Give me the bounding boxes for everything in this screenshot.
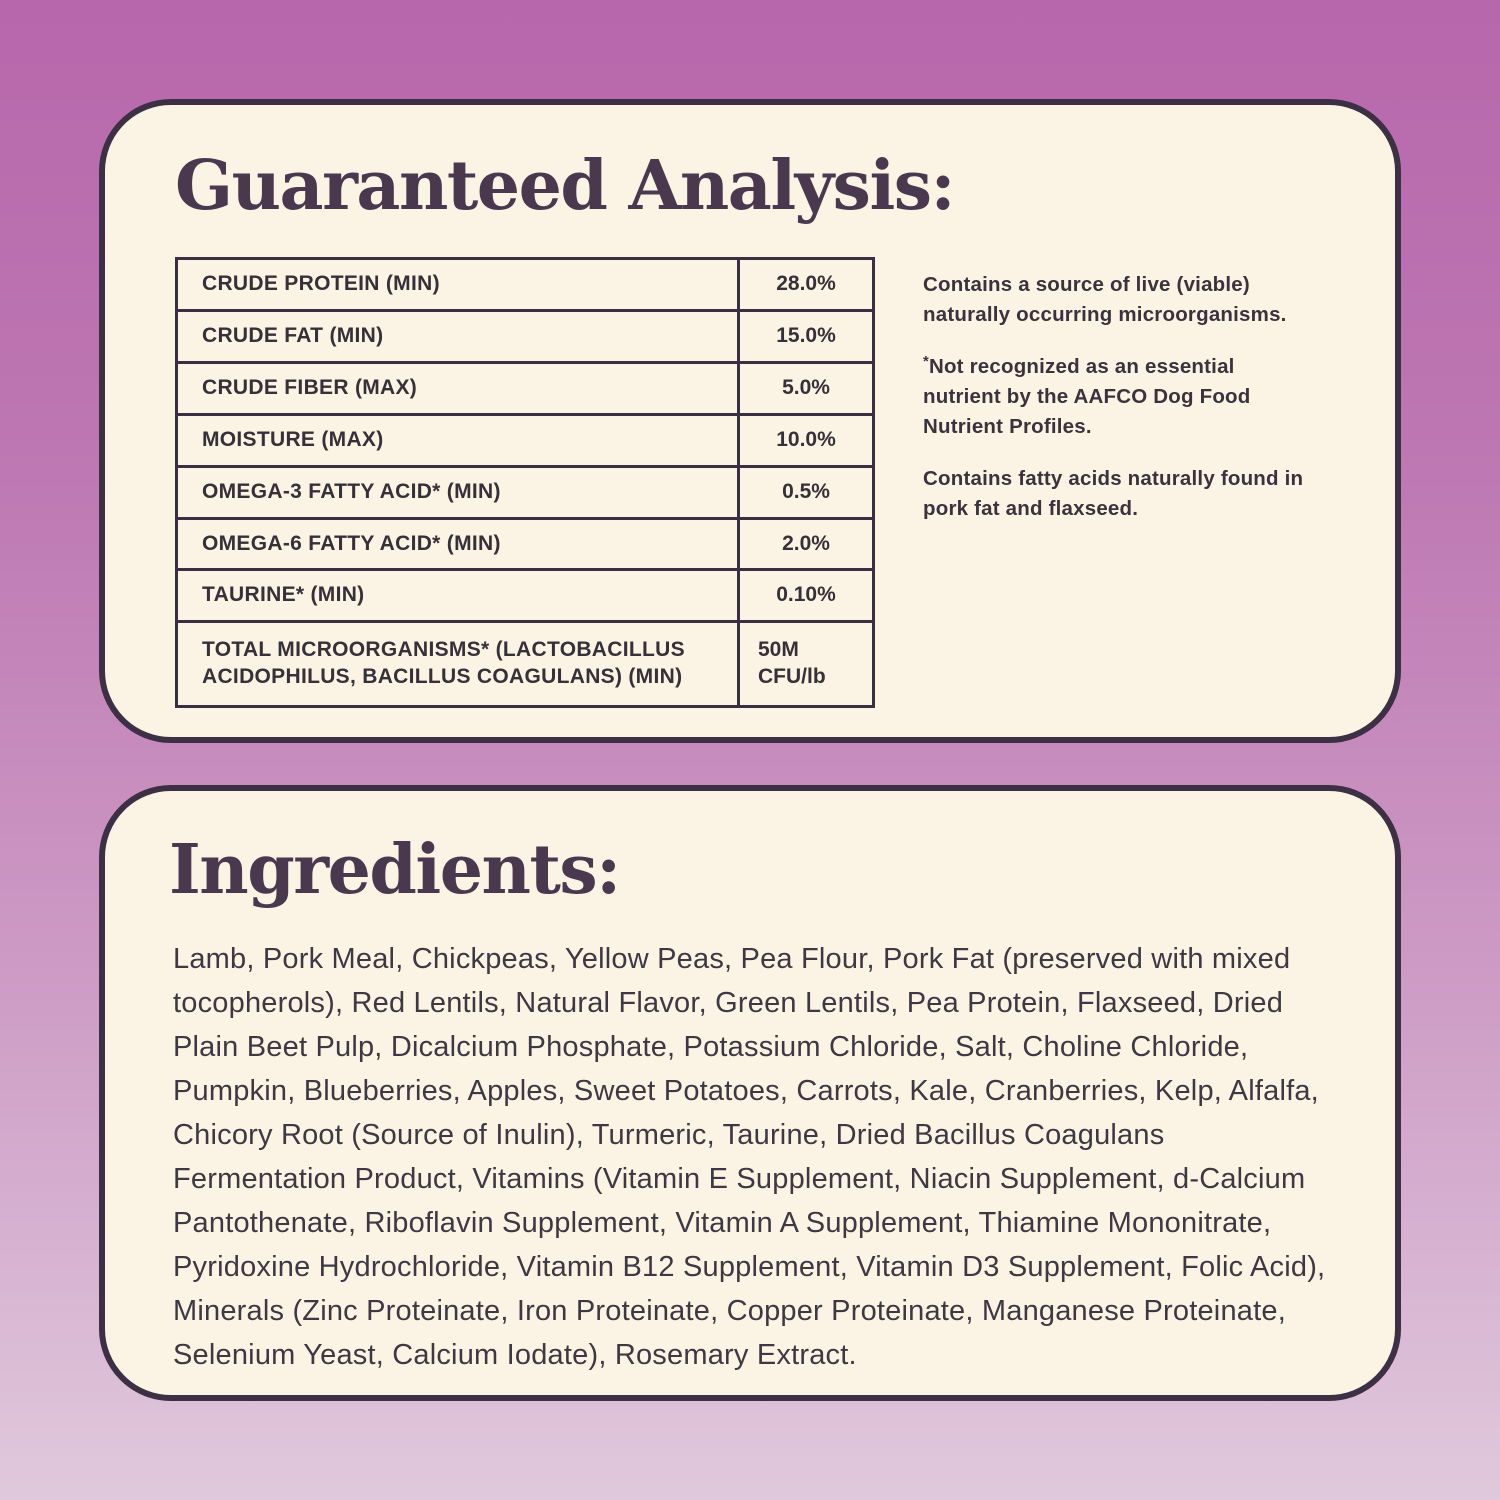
analysis-row-label: MOISTURE (MAX)	[175, 412, 740, 468]
note-text: Not recognized as an essential nutrient …	[923, 355, 1251, 439]
analysis-row-label: OMEGA-3 FATTY ACID* (MIN)	[175, 464, 740, 520]
table-row: TOTAL MICROORGANISMS* (LACTOBACILLUS ACI…	[175, 620, 875, 709]
table-row: CRUDE PROTEIN (MIN) 28.0%	[175, 257, 875, 313]
guaranteed-analysis-table: CRUDE PROTEIN (MIN) 28.0% CRUDE FAT (MIN…	[175, 257, 875, 709]
analysis-row-value: 28.0%	[737, 257, 875, 313]
table-row: OMEGA-6 FATTY ACID* (MIN) 2.0%	[175, 516, 875, 572]
analysis-row-value: 50M CFU/lb	[737, 620, 875, 709]
guaranteed-analysis-panel: Guaranteed Analysis: CRUDE PROTEIN (MIN)…	[99, 99, 1401, 743]
note-text: Contains a source of live (viable) natur…	[923, 273, 1287, 327]
analysis-row-label: CRUDE FIBER (MAX)	[175, 360, 740, 416]
ingredients-panel: Ingredients: Lamb, Pork Meal, Chickpeas,…	[99, 785, 1401, 1401]
table-row: CRUDE FAT (MIN) 15.0%	[175, 309, 875, 364]
table-row: OMEGA-3 FATTY ACID* (MIN) 0.5%	[175, 464, 875, 520]
analysis-row-value: 2.0%	[737, 516, 875, 572]
analysis-row-value: 0.5%	[737, 464, 875, 520]
ingredients-title: Ingredients:	[169, 830, 621, 910]
note-microorganisms: Contains a source of live (viable) natur…	[923, 265, 1315, 330]
analysis-row-value: 15.0%	[737, 309, 875, 364]
analysis-notes: Contains a source of live (viable) natur…	[923, 257, 1315, 541]
guaranteed-analysis-title: Guaranteed Analysis:	[175, 146, 956, 226]
note-fatty-acids: Contains fatty acids naturally found in …	[923, 459, 1315, 524]
note-asterisk: *	[923, 354, 929, 371]
table-row: MOISTURE (MAX) 10.0%	[175, 412, 875, 468]
analysis-row-label: TAURINE* (MIN)	[175, 568, 740, 624]
analysis-row-value: 10.0%	[737, 412, 875, 468]
ingredients-text: Lamb, Pork Meal, Chickpeas, Yellow Peas,…	[173, 943, 1326, 1372]
note-text: Contains fatty acids naturally found in …	[923, 467, 1304, 521]
analysis-row-label: TOTAL MICROORGANISMS* (LACTOBACILLUS ACI…	[175, 620, 740, 709]
analysis-row-label: CRUDE PROTEIN (MIN)	[175, 257, 740, 313]
analysis-row-value: 0.10%	[737, 568, 875, 624]
analysis-row-value: 5.0%	[737, 360, 875, 416]
analysis-row-label: CRUDE FAT (MIN)	[175, 309, 740, 364]
note-aafco: *Not recognized as an essential nutrient…	[923, 347, 1315, 442]
table-row: TAURINE* (MIN) 0.10%	[175, 568, 875, 624]
guaranteed-analysis-body: CRUDE PROTEIN (MIN) 28.0% CRUDE FAT (MIN…	[175, 257, 1335, 709]
table-row: CRUDE FIBER (MAX) 5.0%	[175, 360, 875, 416]
analysis-row-label: OMEGA-6 FATTY ACID* (MIN)	[175, 516, 740, 572]
